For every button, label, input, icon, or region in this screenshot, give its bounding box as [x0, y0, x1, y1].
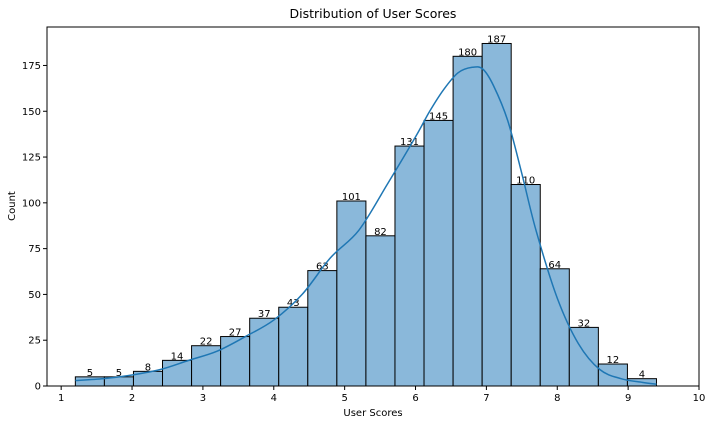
x-tick-label: 5 [341, 393, 347, 404]
bar-count-label: 187 [487, 34, 506, 45]
bar-count-label: 5 [87, 368, 93, 379]
bar-count-label: 82 [374, 227, 387, 238]
histogram-bar [510, 184, 541, 387]
histogram-bar [423, 119, 454, 387]
y-tick-label: 0 [35, 382, 41, 393]
bar-count-label: 12 [607, 355, 620, 366]
histogram-bar [365, 235, 396, 387]
bar-count-label: 27 [229, 328, 242, 339]
bars-layer [74, 42, 657, 387]
y-tick-label: 125 [22, 153, 41, 164]
bar-count-label: 5 [116, 368, 122, 379]
x-tick-label: 1 [58, 393, 64, 404]
histogram-bar [452, 55, 483, 387]
bar-count-label: 110 [516, 176, 535, 187]
bar-count-label: 37 [258, 309, 271, 320]
x-tick-label: 8 [554, 393, 560, 404]
histogram-bar [249, 317, 280, 387]
y-tick-label: 25 [28, 336, 41, 347]
x-tick-label: 3 [200, 393, 206, 404]
x-tick-label: 10 [693, 393, 706, 404]
y-tick-label: 50 [28, 290, 41, 301]
data-labels-layer: 5 5 81422273743631018213114518018711064321… [87, 34, 645, 380]
y-tick-label: 100 [22, 198, 41, 209]
y-tick-label: 175 [22, 61, 41, 72]
histogram-bar [481, 42, 512, 387]
plot-frame [46, 26, 700, 387]
bar-count-label: 64 [548, 260, 561, 271]
histogram-bar [220, 336, 251, 387]
x-tick-label: 6 [412, 393, 418, 404]
histogram-bar [278, 306, 309, 387]
bar-count-label: 131 [400, 137, 419, 148]
bar-count-label: 180 [458, 47, 477, 58]
histogram-bar [336, 200, 367, 387]
bar-count-label: 32 [577, 318, 590, 329]
bar-count-label: 22 [200, 337, 213, 348]
bar-count-label: 8 [145, 362, 151, 373]
bar-count-label: 14 [171, 351, 184, 362]
x-tick-label: 7 [483, 393, 489, 404]
histogram-bar [307, 270, 338, 387]
x-tick-label: 9 [625, 393, 631, 404]
bar-count-label: 145 [429, 111, 448, 122]
kde-layer [75, 66, 657, 385]
x-tick-label: 2 [129, 393, 135, 404]
kde-line [75, 66, 657, 385]
histogram-bar [539, 268, 570, 387]
bar-count-label: 4 [639, 370, 645, 381]
chart-title: Distribution of User Scores [290, 6, 457, 21]
x-axis-title: User Scores [343, 408, 402, 419]
y-tick-label: 75 [28, 244, 41, 255]
bar-count-label: 101 [342, 192, 361, 203]
histogram-bar [597, 363, 628, 387]
y-axis-title: Count [7, 191, 18, 221]
histogram-bar [394, 145, 425, 387]
x-tick-label: 4 [271, 393, 277, 404]
y-tick-label: 150 [22, 107, 41, 118]
